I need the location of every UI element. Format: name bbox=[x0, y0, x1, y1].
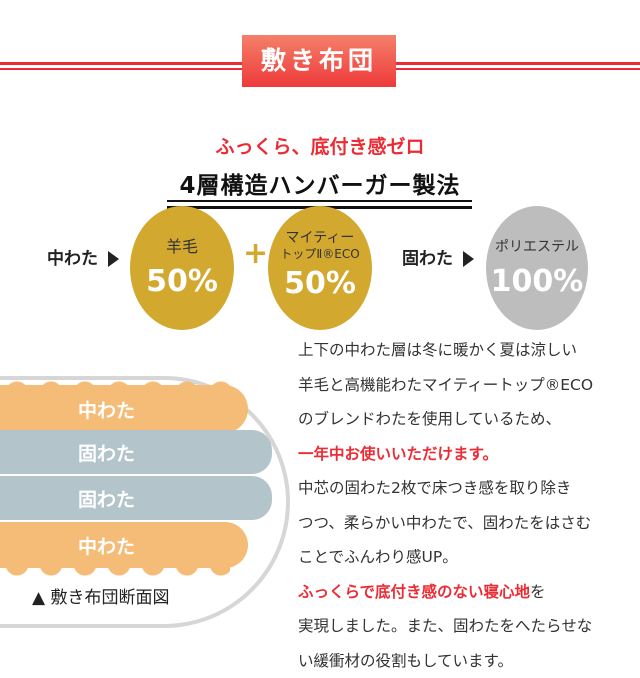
arrow-right-icon bbox=[108, 251, 119, 267]
circle-label: 羊毛 bbox=[166, 238, 198, 256]
circle-label: マイティー bbox=[286, 230, 355, 246]
kata-label-text: 固わた bbox=[402, 249, 453, 269]
layer-bumps bbox=[0, 381, 230, 393]
desc-line: のブレンドわたを使用しているため、 bbox=[298, 402, 624, 437]
wool-circle: 羊毛 50% bbox=[130, 206, 234, 330]
desc-line: ふっくらで底付き感のない寝心地を bbox=[298, 575, 624, 610]
desc-line: 上下の中わた層は冬に暖かく夏は涼しい bbox=[298, 333, 624, 368]
desc-line: 羊毛と高機能わたマイティートップ®ECO bbox=[298, 368, 624, 403]
subtitle: ふっくら、底付き感ゼロ bbox=[0, 132, 640, 159]
desc-line: 実現しました。また、固わたをへたらせな bbox=[298, 609, 624, 644]
desc-text: を bbox=[530, 583, 546, 601]
arrow-right-icon bbox=[463, 251, 474, 267]
layer-kata-2: 固わた bbox=[0, 476, 272, 520]
polyester-circle: ポリエステル 100% bbox=[486, 206, 588, 330]
title-underline bbox=[167, 200, 472, 202]
desc-highlight: ふっくらで底付き感のない寝心地 bbox=[298, 583, 530, 601]
desc-line: ことでふんわり感UP。 bbox=[298, 540, 624, 575]
desc-highlight: 一年中お使いいただけます。 bbox=[298, 437, 624, 472]
circle-percent: 50% bbox=[146, 264, 218, 299]
layer-naka-bottom: 中わた bbox=[0, 522, 248, 568]
layer-bumps bbox=[0, 564, 230, 576]
description: 上下の中わた層は冬に暖かく夏は涼しい 羊毛と高機能わたマイティートップ®ECO … bbox=[298, 333, 624, 678]
layer-label: 中わた bbox=[78, 396, 135, 423]
page-title: 4層構造ハンバーガー製法 bbox=[0, 166, 640, 200]
section-banner: 敷き布団 bbox=[242, 35, 396, 87]
kata-wata-label: 固わた bbox=[402, 244, 474, 269]
circle-percent: 50% bbox=[284, 266, 356, 301]
circle-percent: 100% bbox=[491, 264, 584, 299]
desc-line: 中芯の固わた2枚で床つき感を取り除き bbox=[298, 471, 624, 506]
circle-label: トップⅡ®ECO bbox=[280, 246, 359, 262]
plus-sign: + bbox=[243, 236, 268, 271]
layer-kata-1: 固わた bbox=[0, 430, 272, 474]
layer-label: 固わた bbox=[78, 439, 135, 466]
circle-label: ポリエステル bbox=[495, 238, 579, 256]
naka-wata-label: 中わた bbox=[47, 244, 119, 269]
desc-line: い緩衝材の役割もしています。 bbox=[298, 644, 624, 678]
naka-label-text: 中わた bbox=[47, 249, 98, 269]
mightytop-circle: マイティー トップⅡ®ECO 50% bbox=[268, 206, 372, 330]
layer-label: 固わた bbox=[78, 485, 135, 512]
desc-line: つつ、柔らかい中わたで、固わたをはさむ bbox=[298, 506, 624, 541]
diagram-caption: ▲ 敷き布団断面図 bbox=[32, 583, 169, 608]
layer-label: 中わた bbox=[78, 532, 135, 559]
